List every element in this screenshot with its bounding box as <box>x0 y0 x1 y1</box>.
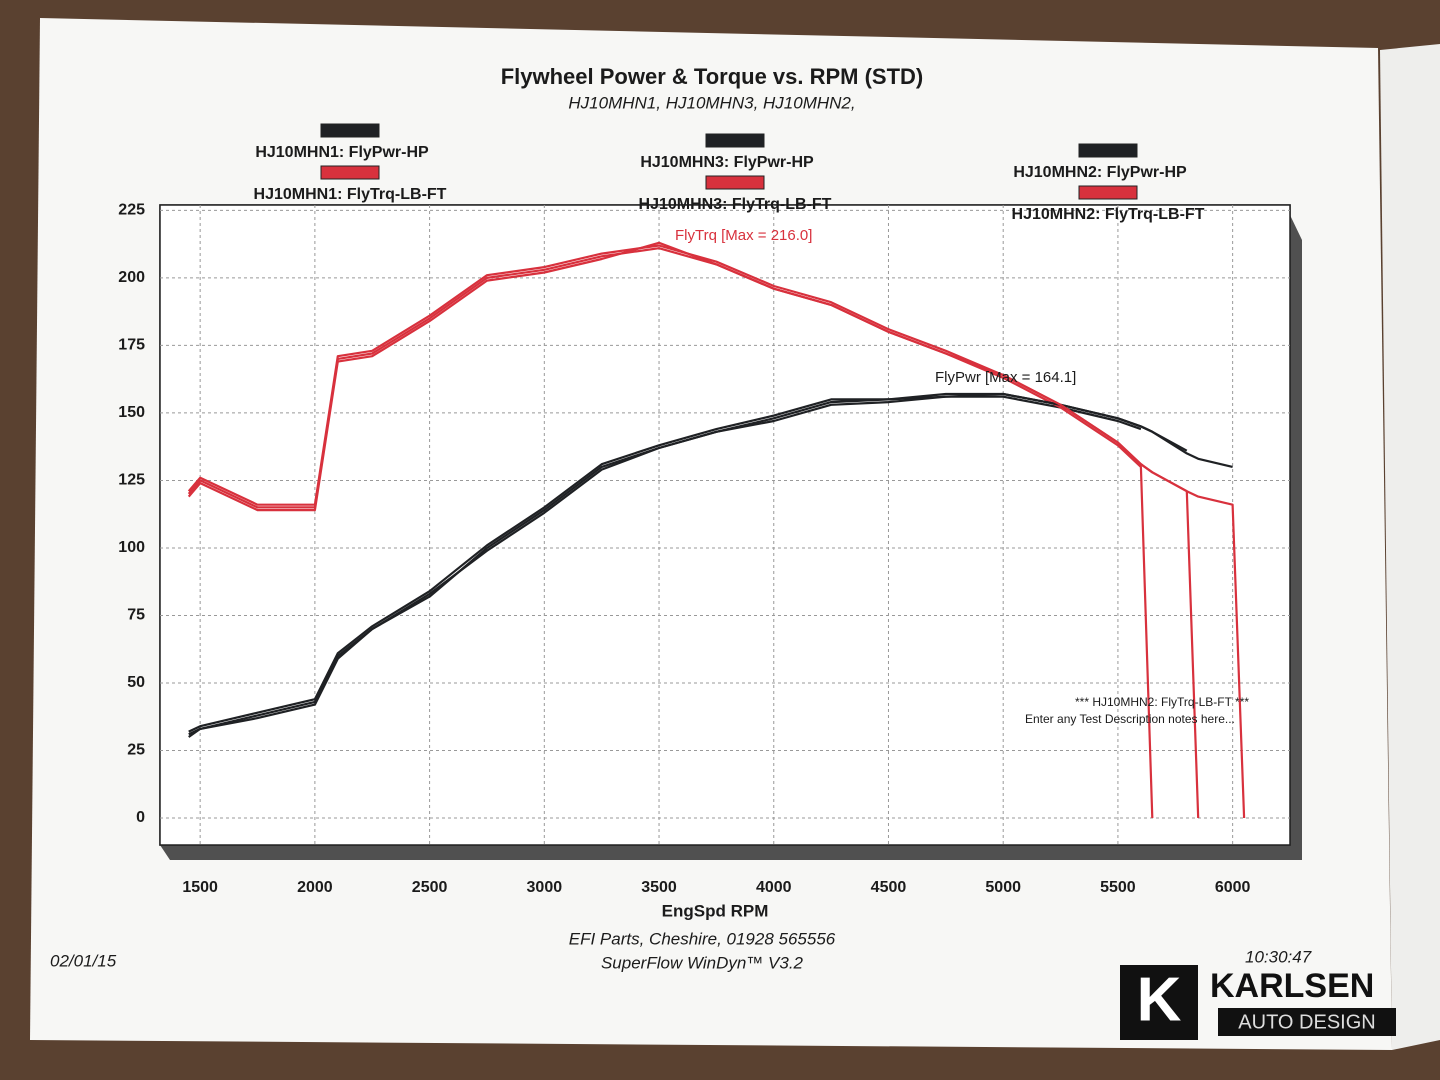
logo-k: K <box>1137 965 1182 1034</box>
date: 02/01/15 <box>50 951 117 970</box>
x-tick-label: 4500 <box>871 879 907 896</box>
y-tick-label: 200 <box>118 269 145 286</box>
y-tick-label: 100 <box>118 539 145 556</box>
grid <box>160 205 1290 845</box>
x-tick-label: 3500 <box>641 879 677 896</box>
x-tick-label: 3000 <box>527 879 563 896</box>
y-tick-label: 0 <box>136 809 145 826</box>
x-tick-label: 5000 <box>985 879 1021 896</box>
note: Enter any Test Description notes here... <box>1025 712 1235 726</box>
y-tick-label: 150 <box>118 404 145 421</box>
legend-label: HJ10MHN3: FlyTrq-LB-FT <box>639 196 832 213</box>
legend-swatch <box>705 175 765 190</box>
legend-label: HJ10MHN1: FlyPwr-HP <box>255 144 429 161</box>
legend-swatch <box>320 123 380 138</box>
x-axis-label: EngSpd RPM <box>662 901 769 920</box>
lines <box>187 241 1246 819</box>
legend-label: HJ10MHN2: FlyTrq-LB-FT <box>1012 206 1205 223</box>
chart-title: Flywheel Power & Torque vs. RPM (STD) <box>501 64 924 89</box>
y-tick-label: 225 <box>118 202 145 219</box>
series-line <box>188 392 1233 738</box>
x-tick-label: 2500 <box>412 879 448 896</box>
legend-swatch <box>705 133 765 148</box>
annotation: FlyTrq [Max = 216.0] <box>675 227 812 244</box>
x-tick-label: 6000 <box>1215 879 1251 896</box>
logo-sub: AUTO DESIGN <box>1238 1011 1375 1033</box>
legend-swatch <box>320 165 380 180</box>
logo-bar <box>1218 1008 1396 1036</box>
plot-face <box>159 204 1291 846</box>
y-tick-label: 50 <box>127 674 145 691</box>
y-tick-label: 175 <box>118 337 145 354</box>
legend-label: HJ10MHN1: FlyTrq-LB-FT <box>254 186 447 203</box>
footer: SuperFlow WinDyn™ V3.2 <box>601 953 804 972</box>
logo-text: KARLSEN <box>1210 967 1374 1005</box>
series-line <box>188 395 1142 736</box>
x-tick-label: 5500 <box>1100 879 1136 896</box>
footer: EFI Parts, Cheshire, 01928 565556 <box>569 929 836 948</box>
paper-2 <box>1380 44 1440 1050</box>
legend-label: HJ10MHN3: FlyPwr-HP <box>640 154 814 171</box>
y-tick-label: 75 <box>127 607 145 624</box>
annotation: FlyPwr [Max = 164.1] <box>935 369 1076 386</box>
x-tick-label: 4000 <box>756 879 792 896</box>
x-tick-label: 1500 <box>182 879 218 896</box>
logo-mark <box>1120 965 1198 1040</box>
note: *** HJ10MHN2: FlyTrq-LB-FT *** <box>1075 695 1249 709</box>
y-tick-label: 25 <box>127 742 145 759</box>
x-tick-label: 2000 <box>297 879 333 896</box>
legend-swatch <box>1078 143 1138 158</box>
time: 10:30:47 <box>1245 947 1312 966</box>
y-tick-label: 125 <box>118 472 145 489</box>
legend-swatch <box>1078 185 1138 200</box>
chart-subtitle: HJ10MHN1, HJ10MHN3, HJ10MHN2, <box>568 93 855 112</box>
series-line <box>187 241 1246 819</box>
legend-label: HJ10MHN2: FlyPwr-HP <box>1013 164 1187 181</box>
